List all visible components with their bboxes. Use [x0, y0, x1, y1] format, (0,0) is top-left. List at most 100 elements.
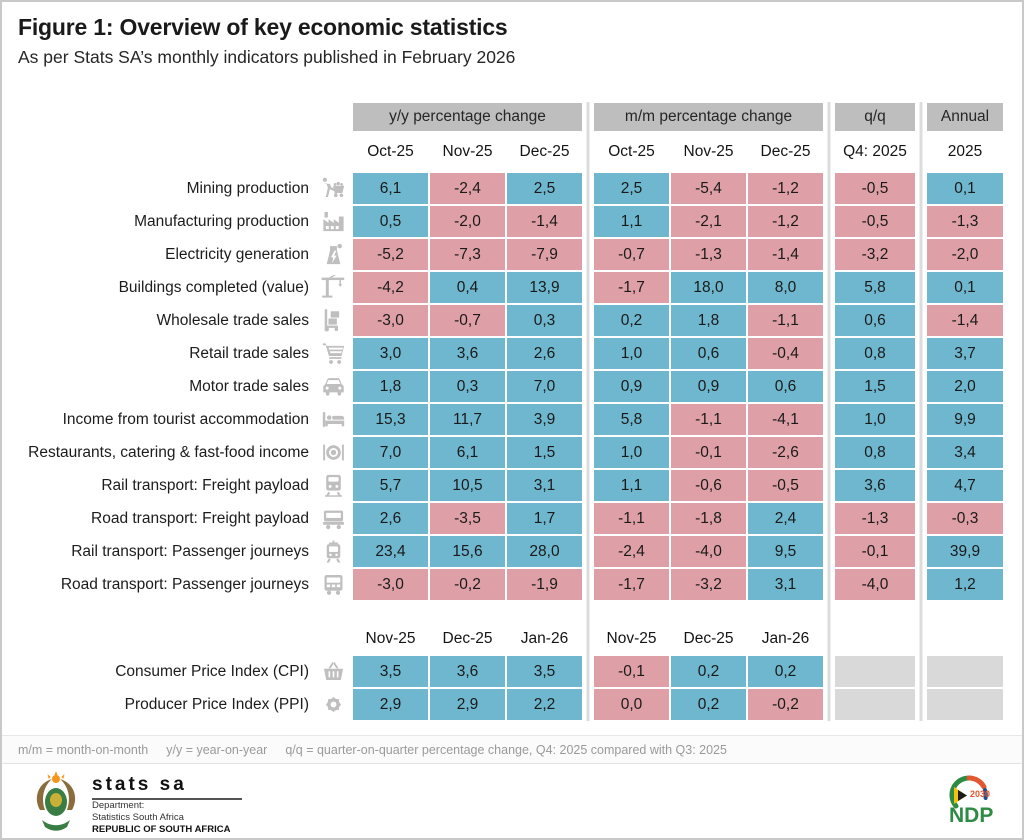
value-cell: -1,9 — [507, 569, 582, 600]
group-header-qq: q/q — [835, 103, 915, 131]
value-cell: 39,9 — [927, 536, 1003, 567]
row-label: Rail transport: Freight payload — [101, 476, 309, 494]
value-cell: 3,9 — [507, 404, 582, 435]
shopping-basket-icon — [314, 655, 352, 688]
value-cell: 1,1 — [594, 470, 669, 501]
value-cell: 0,9 — [671, 371, 746, 402]
value-cell: -1,1 — [748, 305, 823, 336]
value-cell: 1,2 — [927, 569, 1003, 600]
freight-train-icon — [314, 469, 352, 502]
value-cell: -1,8 — [671, 503, 746, 534]
value-cell: 13,9 — [507, 272, 582, 303]
stats-sa-dept: Department: — [92, 800, 145, 811]
stats-sa-name: stats sa — [92, 774, 242, 800]
value-cell: 0,3 — [430, 371, 505, 402]
row-label: Rail transport: Passenger journeys — [71, 542, 309, 560]
value-cell: 4,7 — [927, 470, 1003, 501]
month-header: Dec-25 — [760, 143, 811, 160]
value-cell: -2,0 — [927, 239, 1003, 270]
stats-sa-text: stats sa Department: Statistics South Af… — [92, 770, 242, 836]
month-header: Dec-25 — [683, 630, 734, 647]
value-cell: 7,0 — [353, 437, 428, 468]
value-cell: 5,8 — [594, 404, 669, 435]
value-cell: 0,1 — [927, 272, 1003, 303]
value-cell: 9,9 — [927, 404, 1003, 435]
value-cell: -4,0 — [835, 569, 915, 600]
value-cell: 0,2 — [748, 656, 823, 687]
value-cell: 0,2 — [594, 305, 669, 336]
value-cell: -0,6 — [671, 470, 746, 501]
bus-icon — [314, 568, 352, 601]
value-cell: -1,4 — [927, 305, 1003, 336]
value-cell: 1,0 — [594, 437, 669, 468]
shopping-cart-icon — [314, 337, 352, 370]
value-cell: 11,7 — [430, 404, 505, 435]
group-header-yy: y/y percentage change — [353, 103, 582, 131]
value-cell: 0,4 — [430, 272, 505, 303]
value-cell: -0,2 — [748, 689, 823, 720]
value-cell: 2,0 — [927, 371, 1003, 402]
value-cell: -4,1 — [748, 404, 823, 435]
factory-icon — [314, 205, 352, 238]
group-header-annual: Annual — [927, 103, 1003, 131]
value-cell: -0,3 — [927, 503, 1003, 534]
value-cell: -0,1 — [835, 536, 915, 567]
column-group-divider — [824, 102, 834, 721]
value-cell: 6,1 — [353, 173, 428, 204]
value-cell: 2,6 — [507, 338, 582, 369]
value-cell: -3,0 — [353, 569, 428, 600]
value-cell: -0,1 — [671, 437, 746, 468]
footer-band: stats sa Department: Statistics South Af… — [2, 764, 1022, 838]
value-cell: 3,0 — [353, 338, 428, 369]
value-cell: 1,8 — [671, 305, 746, 336]
value-cell: 0,6 — [748, 371, 823, 402]
footnote-mm: m/m = month-on-month — [18, 742, 149, 757]
value-cell: -0,5 — [835, 173, 915, 204]
month-header: Nov-25 — [442, 143, 493, 160]
month-header: Dec-25 — [442, 630, 493, 647]
value-cell: 15,3 — [353, 404, 428, 435]
annual-period-label: 2025 — [947, 143, 983, 160]
value-cell: -1,4 — [507, 206, 582, 237]
value-cell: -3,0 — [353, 305, 428, 336]
power-plant-icon — [314, 238, 352, 271]
value-cell: -3,5 — [430, 503, 505, 534]
ndp-label: NDP — [949, 804, 993, 827]
row-label: Mining production — [186, 179, 309, 197]
value-cell: -4,2 — [353, 272, 428, 303]
value-cell: -1,1 — [594, 503, 669, 534]
value-cell: -1,7 — [594, 569, 669, 600]
value-cell: 1,0 — [835, 404, 915, 435]
value-cell: -1,7 — [594, 272, 669, 303]
value-cell: 10,5 — [430, 470, 505, 501]
value-cell: -1,2 — [748, 206, 823, 237]
row-label: Income from tourist accommodation — [62, 410, 309, 428]
value-cell: 0,5 — [353, 206, 428, 237]
value-cell: 28,0 — [507, 536, 582, 567]
value-cell: 0,0 — [594, 689, 669, 720]
value-cell — [927, 689, 1003, 720]
value-cell: 3,6 — [430, 338, 505, 369]
value-cell: -0,7 — [430, 305, 505, 336]
month-header: Oct-25 — [367, 143, 414, 160]
row-label: Manufacturing production — [134, 212, 309, 230]
value-cell: 8,0 — [748, 272, 823, 303]
value-cell: -1,3 — [835, 503, 915, 534]
value-cell: -1,3 — [671, 239, 746, 270]
value-cell: -0,2 — [430, 569, 505, 600]
qq-period-label: Q4: 2025 — [843, 143, 907, 160]
value-cell: -4,0 — [671, 536, 746, 567]
group-header-mm: m/m percentage change — [594, 103, 823, 131]
value-cell: -1,3 — [927, 206, 1003, 237]
value-cell: 2,5 — [594, 173, 669, 204]
footnote-yy: y/y = year-on-year — [166, 742, 268, 757]
value-cell: -1,4 — [748, 239, 823, 270]
month-header: Dec-25 — [519, 143, 570, 160]
ndp-emblem-icon: 2030 NDP — [949, 775, 993, 827]
value-cell: -2,4 — [430, 173, 505, 204]
value-cell: 3,6 — [430, 656, 505, 687]
month-header: Nov-25 — [365, 630, 416, 647]
value-cell: 3,1 — [748, 569, 823, 600]
row-label: Electricity generation — [165, 245, 309, 263]
value-cell: 0,1 — [927, 173, 1003, 204]
